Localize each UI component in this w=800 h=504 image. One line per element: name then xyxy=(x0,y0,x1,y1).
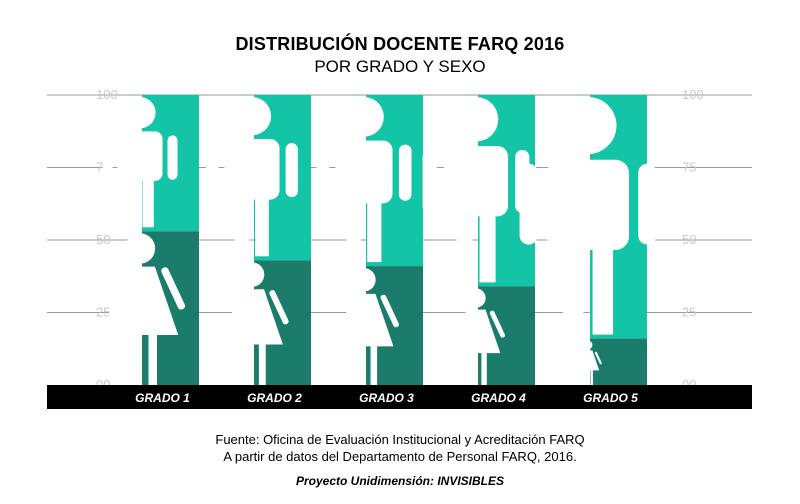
man-icon-arm-right xyxy=(638,163,657,245)
woman-icon xyxy=(221,262,289,385)
x-tick-label: GRADO 2 xyxy=(247,391,302,405)
man-icon-arm-right xyxy=(285,143,298,198)
man-icon-arm-left xyxy=(422,149,437,213)
man-icon-arm-left xyxy=(206,143,219,198)
man-icon-arm-left xyxy=(102,135,113,180)
man-icon-torso xyxy=(224,139,280,200)
man-icon-leg-right xyxy=(255,193,269,257)
woman-icon-leg-left xyxy=(465,353,471,385)
x-axis-band xyxy=(47,385,752,409)
woman-icon-leg-left xyxy=(238,344,246,385)
man-icon xyxy=(206,97,298,257)
y-tick-label-right: 50 xyxy=(682,232,696,247)
woman-icon-leg-left xyxy=(350,346,358,385)
man-icon xyxy=(102,97,178,228)
man-icon-leg-left xyxy=(562,240,584,335)
man-icon-leg-right xyxy=(592,240,614,335)
man-icon-head xyxy=(559,97,617,155)
woman-icon-arm xyxy=(594,351,602,365)
woman-icon-arm xyxy=(489,310,506,338)
bar-segment-woman xyxy=(590,338,647,385)
man-icon xyxy=(519,97,657,335)
man-icon-leg-right xyxy=(479,208,496,283)
man-icon xyxy=(316,97,412,263)
x-tick-label: GRADO 3 xyxy=(359,391,414,405)
x-tick-label: GRADO 4 xyxy=(471,391,526,405)
woman-icon-dress xyxy=(576,350,600,371)
woman-icon-leg-right xyxy=(258,344,266,385)
y-tick-label-left: 100 xyxy=(96,87,118,102)
y-tick-label-right: 75 xyxy=(682,160,696,175)
man-icon-arm-right xyxy=(167,135,178,180)
woman-icon-leg-left xyxy=(123,334,132,385)
x-tick-label: GRADO 5 xyxy=(583,391,638,405)
man-icon-torso xyxy=(335,140,393,204)
man-icon-head xyxy=(124,97,156,129)
woman-icon xyxy=(101,233,186,385)
y-tick-label-left: 25 xyxy=(96,305,110,320)
source-line-1: Fuente: Oficina de Evaluación Institucio… xyxy=(215,432,585,447)
y-tick-label-right: 100 xyxy=(682,87,704,102)
woman-icon-leg-right xyxy=(370,346,378,385)
woman-icon-leg-right xyxy=(590,370,593,385)
woman-icon-head xyxy=(352,268,376,292)
woman-icon-dress xyxy=(334,293,394,347)
y-tick-label-left: 50 xyxy=(96,232,110,247)
man-icon-leg-right xyxy=(367,196,382,263)
man-icon-leg-left xyxy=(235,193,249,257)
woman-icon-dress xyxy=(221,289,283,345)
man-icon-arm-right xyxy=(398,144,412,201)
man-icon-leg-left xyxy=(126,175,138,228)
woman-icon xyxy=(334,268,399,385)
man-icon-leg-left xyxy=(456,208,473,283)
man-icon-torso xyxy=(546,159,630,251)
man-icon-arm-left xyxy=(316,144,330,201)
chart-subtitle: POR GRADO Y SEXO xyxy=(314,57,486,76)
woman-icon-dress xyxy=(451,309,501,354)
y-tick-label-right: 25 xyxy=(682,305,696,320)
man-icon-head xyxy=(344,97,384,137)
man-icon-torso xyxy=(117,131,163,181)
woman-icon-leg-right xyxy=(481,353,487,385)
woman-icon xyxy=(451,288,506,385)
woman-icon xyxy=(576,340,602,385)
man-icon xyxy=(422,97,530,283)
man-icon-arm-left xyxy=(519,163,538,245)
woman-icon-head xyxy=(583,340,593,350)
x-tick-label: GRADO 1 xyxy=(135,391,190,405)
man-icon-leg-right xyxy=(142,175,154,228)
woman-icon-dress xyxy=(101,266,179,335)
woman-icon-leg-left xyxy=(583,370,586,385)
woman-icon-arm xyxy=(269,290,289,325)
woman-icon-leg-right xyxy=(148,334,157,385)
man-icon-torso xyxy=(443,145,509,217)
source-line-2: A partir de datos del Departamento de Pe… xyxy=(223,449,577,464)
woman-icon-head xyxy=(124,233,156,264)
man-icon-head xyxy=(232,97,272,136)
project-credit: Proyecto Unidimensión: INVISIBLES xyxy=(295,474,505,488)
woman-icon-head xyxy=(466,288,486,308)
woman-icon-head xyxy=(239,262,265,287)
woman-icon-arm xyxy=(380,294,399,328)
man-icon-head xyxy=(453,97,499,142)
chart-title: DISTRIBUCIÓN DOCENTE FARQ 2016 xyxy=(235,34,565,54)
woman-icon-arm xyxy=(161,267,186,310)
man-icon-leg-left xyxy=(346,196,361,263)
